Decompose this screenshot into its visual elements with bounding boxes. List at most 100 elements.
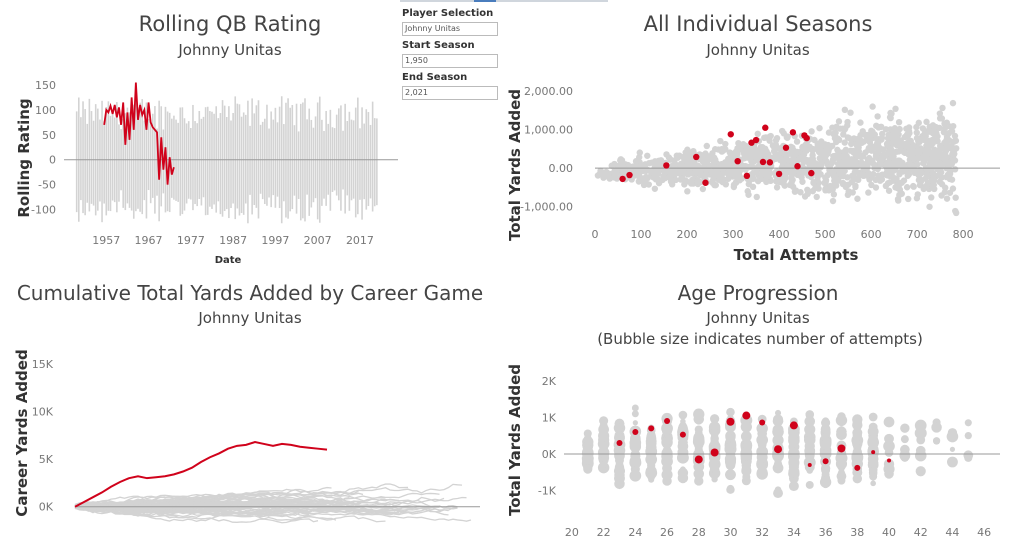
y-tick-label: 2,000.00 xyxy=(524,85,573,98)
background-season-dot xyxy=(900,148,908,156)
background-age-bubble xyxy=(821,417,830,425)
start-season-input[interactable]: 1,950 xyxy=(402,54,498,68)
background-age-bubble xyxy=(678,442,688,453)
player-age-bubble xyxy=(648,425,655,432)
background-age-bubble xyxy=(630,450,641,462)
player-selection-input[interactable]: Johnny Unitas xyxy=(402,22,498,36)
age-subtitle-note: (Bubble size indicates number of attempt… xyxy=(597,330,923,348)
background-age-bubble xyxy=(646,441,656,451)
background-season-dot xyxy=(834,146,841,154)
background-season-dot xyxy=(909,144,916,152)
background-age-bubble xyxy=(852,414,863,425)
background-season-dot xyxy=(922,149,930,156)
background-season-dot xyxy=(605,173,612,181)
background-season-dot xyxy=(703,142,711,150)
seasons-scatter-chart[interactable]: Total Yards Added Total Attempts 0 100 200… xyxy=(0,0,1024,275)
background-season-dot xyxy=(943,160,951,167)
background-age-bubble xyxy=(775,465,781,472)
background-season-dot xyxy=(686,154,694,161)
background-season-dot xyxy=(830,191,838,198)
background-season-dot xyxy=(936,145,944,153)
background-age-bubble xyxy=(772,426,784,438)
background-age-bubble xyxy=(853,432,862,441)
end-season-input[interactable]: 2,021 xyxy=(402,86,498,100)
background-age-bubble xyxy=(805,480,814,489)
background-season-dot xyxy=(684,188,691,195)
background-age-bubble xyxy=(884,448,894,457)
background-age-bubble xyxy=(631,410,639,418)
background-age-bubble xyxy=(743,461,750,468)
background-season-dot xyxy=(887,114,894,122)
background-season-dot xyxy=(839,180,847,188)
background-season-dot xyxy=(810,178,817,186)
background-age-bubble xyxy=(616,464,623,470)
background-season-dot xyxy=(773,184,781,191)
background-season-dot xyxy=(949,122,957,130)
background-season-dot xyxy=(689,176,696,184)
rolling-rating-ylabel: Rolling Rating xyxy=(15,98,33,217)
background-season-dot xyxy=(895,197,902,204)
background-season-dot xyxy=(691,167,699,175)
background-season-dot xyxy=(896,157,903,165)
background-age-bubble xyxy=(822,481,829,489)
background-age-bubble xyxy=(869,434,877,442)
x-tick-label: 1967 xyxy=(135,234,163,247)
player-age-bubble xyxy=(679,431,686,438)
background-season-dot xyxy=(787,157,795,164)
background-age-bubble xyxy=(598,430,610,442)
background-season-dot xyxy=(916,181,924,189)
y-tick-label: 1K xyxy=(542,411,557,424)
background-season-dot xyxy=(611,171,618,178)
background-age-bubble xyxy=(788,481,799,492)
background-season-dot xyxy=(874,113,881,120)
background-age-bubble xyxy=(583,448,593,458)
background-age-bubble xyxy=(884,462,894,472)
background-season-dot xyxy=(885,148,892,155)
background-age-bubble xyxy=(613,465,626,477)
filter-scrollbar[interactable] xyxy=(400,0,608,2)
background-season-dot xyxy=(836,125,844,132)
y-tick-label: -50 xyxy=(38,179,56,192)
background-season-dot xyxy=(849,189,856,196)
background-season-dot xyxy=(873,122,880,129)
background-age-bubble xyxy=(756,467,768,479)
background-season-dot xyxy=(651,170,658,178)
player-age-bubble xyxy=(664,418,671,425)
background-career-line xyxy=(74,492,440,512)
y-tick-label: 2K xyxy=(542,375,557,388)
rolling-rating-chart[interactable]: Rolling Rating Date 1957 1967 1977 1987 1997… xyxy=(0,0,420,275)
background-career-line xyxy=(74,506,287,517)
filter-scrollbar-thumb[interactable] xyxy=(474,0,496,2)
background-season-dot xyxy=(725,160,732,167)
background-season-dot xyxy=(701,161,708,168)
background-season-dot xyxy=(815,147,822,155)
background-season-dot xyxy=(920,136,928,144)
player-age-bubble xyxy=(789,421,798,430)
background-season-dot xyxy=(709,150,716,157)
player-age-bubble xyxy=(616,439,623,446)
background-age-bubble xyxy=(709,414,720,424)
background-age-bubble xyxy=(804,445,816,456)
background-season-dot xyxy=(635,171,643,178)
background-age-bubble xyxy=(820,440,831,450)
background-age-bubble xyxy=(946,430,959,443)
background-season-dot xyxy=(758,150,765,158)
background-age-bubble xyxy=(867,453,879,465)
background-season-dot xyxy=(734,145,741,152)
background-age-bubble xyxy=(741,465,752,477)
background-season-dot xyxy=(701,151,709,159)
background-age-bubble xyxy=(916,452,925,461)
background-season-dot xyxy=(941,188,949,196)
background-season-dot xyxy=(893,141,900,148)
background-age-bubble xyxy=(836,459,847,470)
background-season-dot xyxy=(848,140,855,148)
background-age-bubble xyxy=(868,412,878,422)
cumulative-chart[interactable]: Career Yards Added 15K 10K 5K 0K xyxy=(0,0,500,550)
background-season-dot xyxy=(903,184,911,191)
background-season-dot xyxy=(772,178,780,185)
background-age-bubble xyxy=(664,432,670,438)
background-age-bubble xyxy=(662,460,672,469)
background-age-bubble xyxy=(631,404,639,412)
background-season-dot xyxy=(915,155,923,162)
